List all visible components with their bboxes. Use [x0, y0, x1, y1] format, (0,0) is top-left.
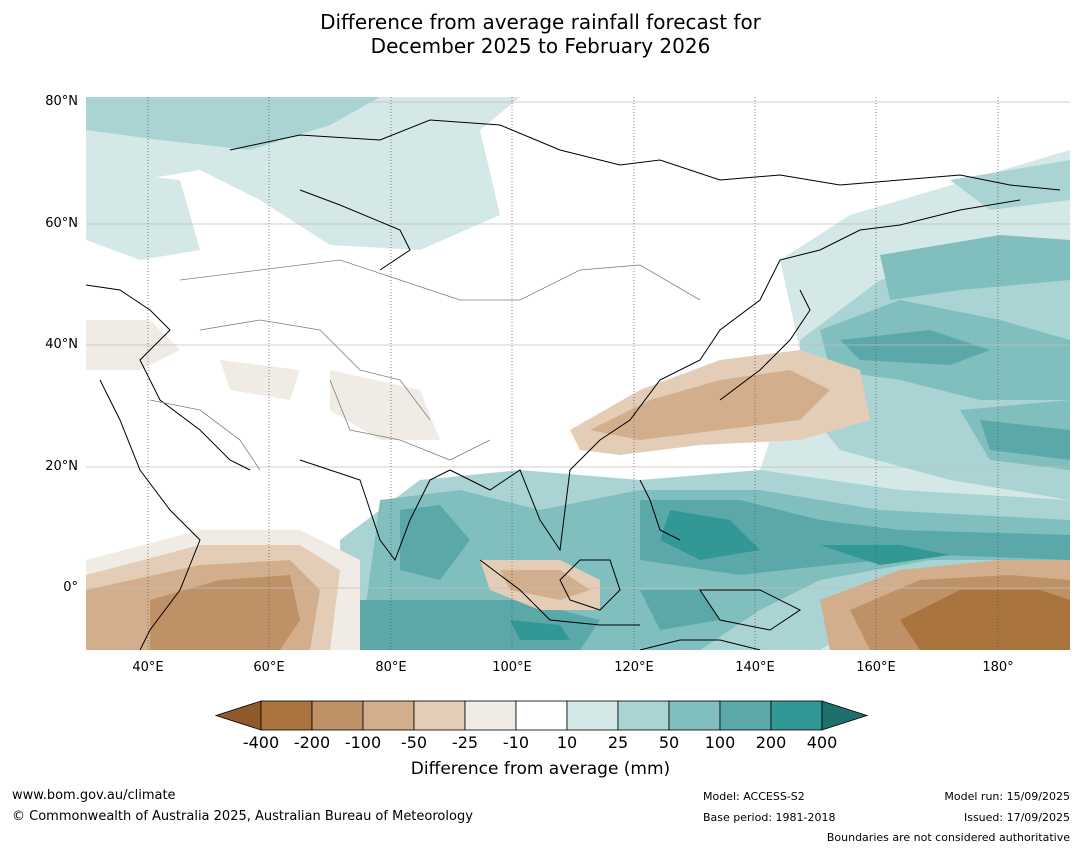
website-link[interactable]: www.bom.gov.au/climate: [12, 788, 176, 803]
copyright-text: © Commonwealth of Australia 2025, Austra…: [12, 809, 473, 824]
colorbar-tick-label: 200: [755, 733, 787, 752]
colorbar-tick-label: -25: [451, 733, 479, 752]
map-title: Difference from average rainfall forecas…: [0, 10, 1081, 58]
lon-label-140e: 140°E: [735, 660, 775, 675]
issued-date: Issued: 17/09/2025: [963, 811, 1070, 824]
lat-label-0: 0°: [63, 580, 78, 595]
colorbar-segment: [464, 700, 517, 731]
lon-label-40e: 40°E: [132, 660, 164, 675]
colorbar-segment: [617, 700, 670, 731]
model-info: Model: ACCESS-S2: [703, 790, 805, 803]
colorbar-tick-label: -100: [344, 733, 382, 752]
lon-label-100e: 100°E: [492, 660, 532, 675]
colorbar-segment: [311, 700, 364, 731]
colorbar-tick-label: -200: [293, 733, 331, 752]
lat-label-60n: 60°N: [45, 216, 78, 231]
colorbar-tick-label: -400: [242, 733, 280, 752]
country-boundaries: [149, 259, 701, 471]
colorbar-extend-low: [214, 700, 262, 731]
lat-label-20n: 20°N: [45, 459, 78, 474]
lon-label-180: 180°: [982, 660, 1014, 675]
latitude-gridlines: [86, 101, 1070, 589]
colorbar-tick-label: 50: [658, 733, 680, 752]
boundary-disclaimer: Boundaries are not considered authoritat…: [826, 831, 1070, 844]
rainfall-anomaly-fields: [86, 97, 1070, 650]
colorbar-segment: [770, 700, 823, 731]
coastlines: [86, 119, 1061, 650]
colorbar-tick-label: -10: [502, 733, 530, 752]
colorbar-segment: [668, 700, 721, 731]
colorbar-extend-high: [821, 700, 869, 731]
colorbar-tick-label: -50: [400, 733, 428, 752]
lat-label-40n: 40°N: [45, 337, 78, 352]
lon-label-80e: 80°E: [375, 660, 407, 675]
colorbar-tick-label: 400: [806, 733, 838, 752]
title-line-1: Difference from average rainfall forecas…: [320, 10, 761, 34]
colorbar-segment: [260, 700, 313, 731]
model-run-date: Model run: 15/09/2025: [944, 790, 1070, 803]
colorbar-segment: [566, 700, 619, 731]
colorbar: [214, 700, 869, 731]
colorbar-segment: [413, 700, 466, 731]
lon-label-120e: 120°E: [614, 660, 654, 675]
title-line-2: December 2025 to February 2026: [370, 34, 711, 58]
colorbar-title: Difference from average (mm): [410, 759, 671, 779]
colorbar-tick-label: 10: [556, 733, 578, 752]
colorbar-segment: [719, 700, 772, 731]
lat-label-80n: 80°N: [45, 94, 78, 109]
lon-label-160e: 160°E: [856, 660, 896, 675]
colorbar-tick-label: 100: [704, 733, 736, 752]
colorbar-tick-label: 25: [607, 733, 629, 752]
colorbar-segment: [362, 700, 415, 731]
lon-label-60e: 60°E: [253, 660, 285, 675]
base-period-info: Base period: 1981-2018: [703, 811, 836, 824]
colorbar-segment: [515, 700, 568, 731]
